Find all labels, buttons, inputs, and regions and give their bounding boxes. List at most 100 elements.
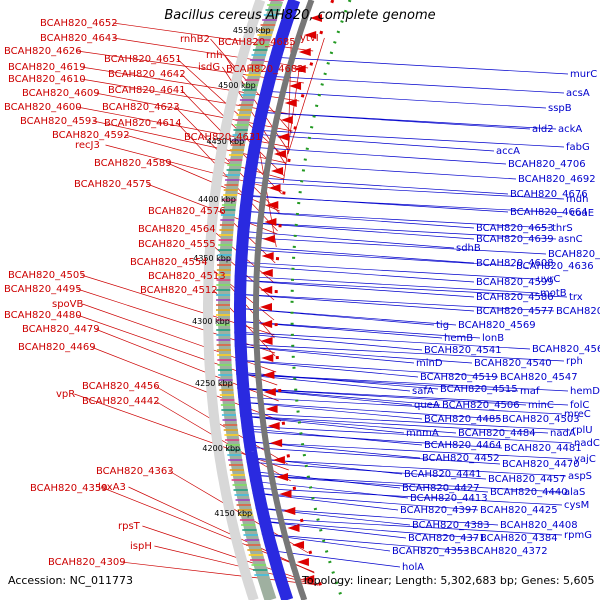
- gene-arrow: [276, 473, 289, 481]
- right-gene-label: thrS: [552, 223, 573, 234]
- leader-line: [234, 279, 475, 298]
- gene-arrow: [262, 371, 275, 379]
- kbp-tick-label: 4300 kbp: [192, 317, 230, 326]
- leader-line: [234, 331, 531, 350]
- right-gene-label: BCAH820_4503: [502, 414, 580, 425]
- kbp-tick-label: 4250 kbp: [195, 379, 233, 388]
- leader-line: [128, 486, 315, 574]
- left-gene-label: BCAH820_4554: [130, 257, 208, 268]
- right-gene-label: rpmG: [564, 530, 592, 541]
- right-gene-label: murC: [570, 69, 597, 80]
- left-gene-label: BCAH820_4643: [40, 33, 118, 44]
- genome-backbone-arc: 4550 kbp 4500 kbp 4450 kbp 4400 kbp 4350 kbp…: [192, 0, 352, 600]
- leader-line: [242, 430, 503, 449]
- minus-strand-gene-labels: BCAH820_4652 BCAH820_4643 BCAH820_4626 BCAH…: [4, 18, 319, 568]
- leader-line: [234, 279, 568, 298]
- gene-arrow: [266, 201, 279, 209]
- right-gene-label: BCAH820_4540: [474, 358, 552, 369]
- leader-line: [236, 248, 515, 267]
- leader-line: [236, 373, 411, 392]
- leader-line: [241, 427, 423, 446]
- right-gene-label: lonB: [482, 333, 504, 344]
- leader-line: [240, 415, 457, 434]
- right-gene-label: BCAH820_4569: [458, 320, 536, 331]
- left-gene-label: BCAH820_4469: [18, 342, 96, 353]
- left-gene-label: BCAH820_4682: [226, 64, 304, 75]
- leader-line: [234, 345, 415, 364]
- leader-line: [239, 210, 475, 229]
- left-gene-label: BCAH820_4479: [22, 324, 100, 335]
- gene-arrow: [264, 218, 277, 226]
- right-gene-label: BCAH820_4408: [500, 520, 578, 531]
- left-gene-label: BCAH820_4642: [108, 69, 186, 80]
- leader-line: [243, 176, 509, 195]
- leader-line: [244, 446, 501, 465]
- gene-arrow: [280, 116, 293, 124]
- right-gene-label: BCAH820_4427: [402, 483, 480, 494]
- left-gene-label: BCAH820_4600: [4, 102, 82, 113]
- left-gene-label: BCAH820_4555: [138, 239, 216, 250]
- right-gene-label: BCAH820_4586: [476, 292, 554, 303]
- leader-line: [269, 56, 569, 75]
- leader-line: [260, 90, 547, 109]
- right-gene-label: BCAH820_4676: [510, 189, 588, 200]
- right-gene-label: sspB: [548, 103, 572, 114]
- gene-arrow: [277, 133, 290, 141]
- left-gene-label: BCAH820_4359: [30, 483, 108, 494]
- leader-line: [242, 181, 565, 200]
- leader-line: [238, 221, 475, 240]
- leader-line: [241, 195, 569, 214]
- right-gene-label: BCAH820_4470: [502, 459, 580, 470]
- right-gene-label: safA: [412, 386, 434, 397]
- gene-arrow: [260, 303, 273, 311]
- topology-text: Topology: linear; Length: 5,302,683 bp; …: [302, 574, 595, 587]
- gene-arrow: [302, 575, 315, 583]
- gene-arrow: [289, 82, 302, 90]
- leader-line: [238, 221, 557, 240]
- gene-arrow: [292, 541, 305, 549]
- leader-line: [236, 236, 547, 255]
- gene-arrow: [260, 269, 273, 277]
- left-gene-label: BCAH820_4309: [48, 557, 126, 568]
- leader-line: [255, 507, 499, 526]
- right-gene-label: BCAH820_4706: [508, 159, 586, 170]
- right-gene-label: minC: [528, 400, 554, 411]
- leader-line: [251, 133, 495, 152]
- leader-line: [236, 245, 475, 264]
- right-gene-label: uvrC: [537, 274, 560, 285]
- leader-line: [234, 275, 539, 294]
- right-gene-label: BCAH820_4541: [424, 345, 502, 356]
- right-gene-label: ackA: [558, 124, 582, 135]
- leader-line: [265, 549, 401, 568]
- leader-line: [234, 345, 473, 364]
- leader-line: [236, 373, 569, 392]
- gene-arrow: [267, 422, 280, 430]
- leader-line: [239, 412, 571, 431]
- leader-line: [240, 415, 405, 434]
- gene-arrow: [293, 65, 306, 73]
- leader-line: [240, 415, 549, 434]
- left-gene-label: vpR: [56, 389, 75, 400]
- leader-line: [142, 525, 319, 586]
- kbp-tick-label: 4550 kbp: [233, 26, 271, 35]
- gene-arrow: [261, 252, 274, 260]
- right-gene-label: maf: [520, 386, 540, 397]
- left-gene-label: BCAH820_4480: [4, 310, 82, 321]
- leader-line: [235, 261, 536, 280]
- left-gene-label: BCAH820_4589: [94, 158, 172, 169]
- right-gene-label: tig: [436, 320, 449, 331]
- right-gene-label: trx: [569, 292, 583, 303]
- leader-line: [241, 194, 509, 213]
- right-gene-label: holA: [402, 562, 424, 573]
- gene-arrow: [260, 337, 273, 345]
- kbp-tick-label: 4350 kbp: [193, 254, 231, 263]
- left-gene-label: BCAH820_4456: [82, 381, 160, 392]
- left-gene-label: BCAH820_4442: [82, 396, 160, 407]
- leader-line: [261, 533, 391, 552]
- right-gene-label: BCAH820_4649: [548, 249, 600, 260]
- right-gene-label: nadA: [550, 428, 576, 439]
- right-gene-label: BCAH820_4484: [458, 428, 536, 439]
- right-gene-label: BCAH820_4371: [408, 533, 486, 544]
- right-gene-label: alaS: [564, 487, 585, 498]
- left-gene-label: isdG: [198, 62, 220, 73]
